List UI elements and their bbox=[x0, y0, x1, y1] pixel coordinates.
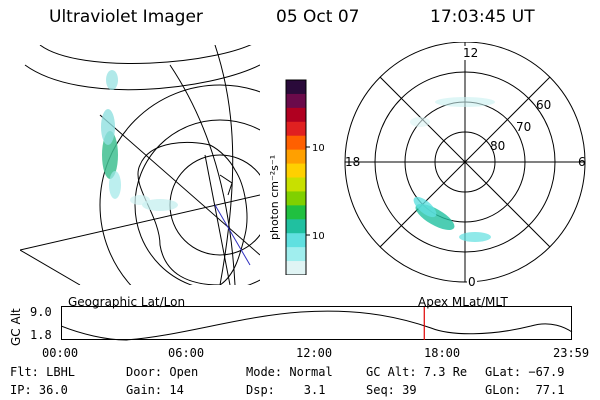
colorbar-segment bbox=[286, 107, 306, 123]
colorbar: 100 10 photon cm⁻²s⁻¹ bbox=[268, 79, 324, 275]
colorbar-segment bbox=[286, 219, 306, 234]
lat-circle bbox=[99, 84, 260, 285]
status-seq: Seq: 39 bbox=[366, 383, 417, 397]
timeline-ylabel: GC Alt bbox=[9, 308, 23, 346]
colorbar-segment bbox=[286, 93, 306, 109]
status-ip: IP: 36.0 bbox=[10, 383, 68, 397]
colorbar-segment bbox=[286, 247, 306, 262]
colorbar-segment bbox=[286, 121, 306, 137]
mlt-label-0: 0 bbox=[468, 275, 476, 289]
colorbar-unit-label: photon cm⁻²s⁻¹ bbox=[268, 155, 281, 240]
altitude-curve bbox=[61, 310, 573, 341]
time-label: 17:03:45 UT bbox=[430, 7, 535, 27]
status-door: Door: Open bbox=[126, 365, 199, 379]
timeline-right-label: Apex MLat/MLT bbox=[418, 295, 508, 309]
status-dsp: Dsp: 3.1 bbox=[246, 383, 326, 397]
timeline-xtick-0: 00:00 bbox=[42, 346, 79, 360]
mlt-label-12: 12 bbox=[463, 46, 478, 60]
colorbar-segment bbox=[286, 135, 306, 151]
colorbar-tick-100: 100 bbox=[312, 143, 324, 154]
mlt-label-6: 6 bbox=[578, 155, 586, 169]
app-title: Ultraviolet Imager bbox=[49, 7, 203, 27]
status-gain: Gain: 14 bbox=[126, 383, 184, 397]
status-glon: GLon: 77.1 bbox=[485, 383, 565, 397]
timeline-xtick-2: 12:00 bbox=[296, 346, 333, 360]
mlt-label-18: 18 bbox=[345, 155, 360, 169]
colorbar-segment bbox=[286, 191, 306, 206]
timeline-left-label: Geographic Lat/Lon bbox=[68, 295, 186, 309]
colorbar-segment bbox=[286, 261, 306, 275]
status-gc-alt: GC Alt: 7.3 Re bbox=[366, 365, 468, 379]
timeline-plot bbox=[61, 306, 573, 341]
lat-label-60: 60 bbox=[536, 98, 551, 112]
timeline-xtick-4: 23:59 bbox=[553, 346, 590, 360]
timeline-xtick-1: 06:00 bbox=[168, 346, 205, 360]
timeline-xtick-3: 18:00 bbox=[424, 346, 461, 360]
status-filter: Flt: LBHL bbox=[10, 365, 76, 379]
colorbar-segment bbox=[286, 233, 306, 248]
lat-label-80: 80 bbox=[490, 139, 505, 153]
colorbar-segment bbox=[286, 177, 306, 192]
lat-label-70: 70 bbox=[516, 120, 531, 134]
colorbar-segment bbox=[286, 205, 306, 220]
polar-plot: 12 18 6 0 60 70 80 bbox=[344, 42, 586, 289]
timeline-ymax: 9.0 bbox=[30, 305, 52, 319]
colorbar-tick-10: 10 bbox=[312, 231, 324, 242]
colorbar-segment bbox=[286, 149, 306, 165]
status-glat: GLat: −67.9 bbox=[485, 365, 565, 379]
geographic-map bbox=[20, 45, 260, 285]
colorbar-segment bbox=[286, 80, 306, 95]
colorbar-segment bbox=[286, 163, 306, 178]
status-mode: Mode: Normal bbox=[246, 365, 333, 379]
timeline-ymin: 1.8 bbox=[30, 328, 52, 342]
date-label: 05 Oct 07 bbox=[276, 7, 360, 27]
